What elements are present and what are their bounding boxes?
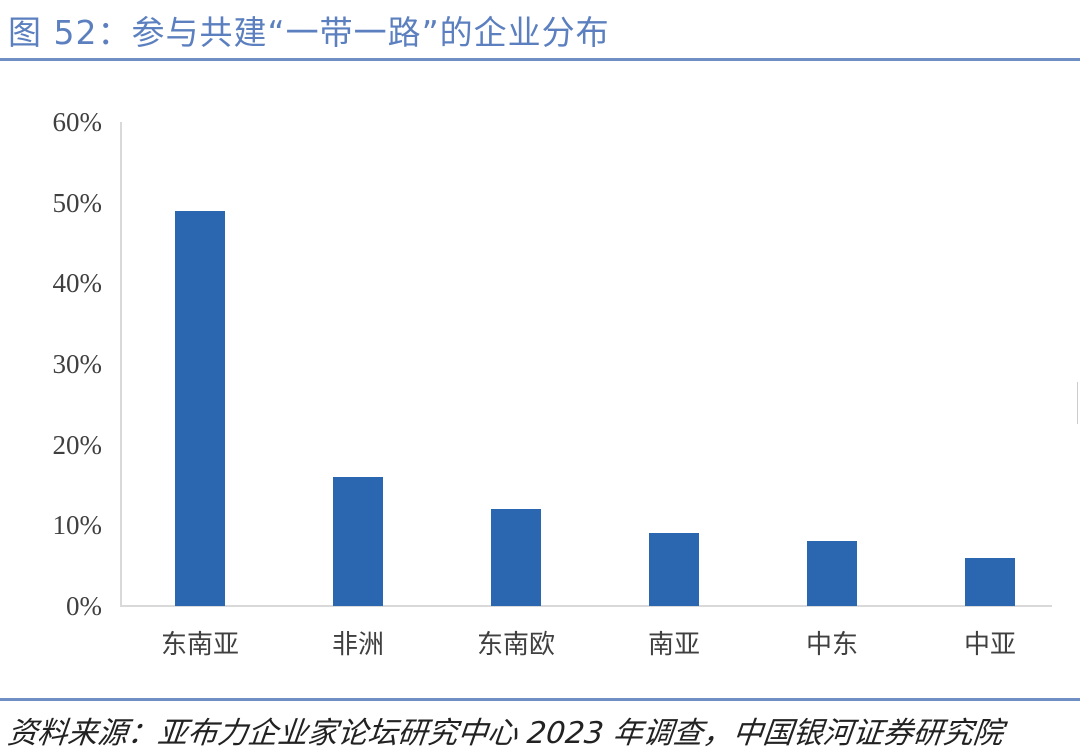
x-category-label: 非洲	[331, 630, 384, 660]
x-category-label: 中亚	[963, 630, 1016, 660]
title-divider	[0, 58, 1080, 61]
y-tick-label: 20%	[52, 429, 103, 460]
bar	[965, 557, 1015, 606]
bar	[175, 210, 225, 606]
x-category-label: 东南亚	[160, 630, 239, 660]
frame-edge	[1077, 382, 1078, 424]
source-divider	[0, 698, 1080, 701]
bar	[491, 509, 541, 606]
x-category-label: 东南欧	[476, 630, 555, 660]
y-tick-label: 10%	[52, 510, 103, 541]
x-category-label: 南亚	[647, 630, 700, 660]
bar-chart: 0% 10% 20% 30% 40% 50% 60% 东南亚 非洲 东南欧 南亚 中东 中亚	[52, 107, 1078, 660]
bar	[649, 533, 699, 606]
bar	[333, 476, 383, 606]
y-tick-label: 50%	[52, 187, 103, 218]
source-note: 资料来源：亚布力企业家论坛研究中心 2023 年调查，中国银河证券研究院	[5, 716, 1005, 751]
bar	[807, 541, 857, 606]
y-tick-label: 30%	[52, 349, 103, 379]
x-category-label: 中东	[805, 630, 858, 660]
y-tick-label: 0%	[66, 591, 102, 621]
figure-title: 图 52：参与共建“一带一路”的企业分布	[8, 13, 610, 52]
x-axis-line	[120, 605, 1052, 607]
y-tick-label: 60%	[52, 107, 103, 137]
y-axis-line	[120, 122, 122, 607]
y-tick-label: 40%	[52, 268, 103, 299]
